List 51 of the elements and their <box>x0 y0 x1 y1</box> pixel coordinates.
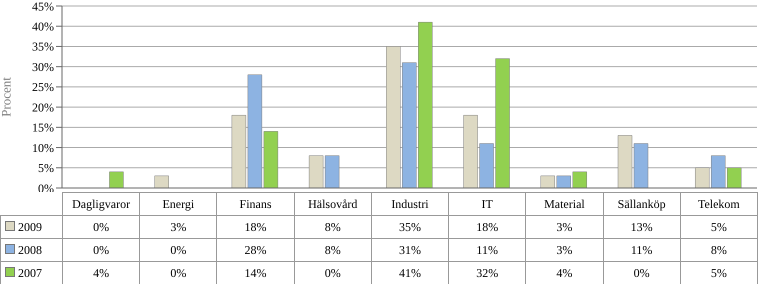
x-tick-label: Hälsovård <box>294 192 372 216</box>
data-label: 8% <box>294 216 372 238</box>
data-label: 31% <box>371 238 449 262</box>
x-tick-label: Industri <box>371 192 449 216</box>
y-tick-label: 10% <box>32 140 54 155</box>
data-label: 3% <box>140 216 217 238</box>
data-label: 14% <box>216 262 294 284</box>
data-label: 5% <box>680 262 758 284</box>
y-tick-label: 15% <box>32 120 54 135</box>
data-label: 8% <box>294 238 372 262</box>
data-label: 32% <box>448 262 526 284</box>
x-tick-label: Dagligvaror <box>62 192 140 216</box>
data-label: 4% <box>526 262 604 284</box>
data-label: 3% <box>526 216 604 238</box>
data-label: 3% <box>526 238 604 262</box>
data-label: 18% <box>216 216 294 238</box>
data-label: 28% <box>216 238 294 262</box>
data-label: 11% <box>603 238 680 262</box>
data-label: 8% <box>680 238 758 262</box>
bar <box>109 172 124 188</box>
data-label: 0% <box>603 262 680 284</box>
x-tick-label: Finans <box>216 192 294 216</box>
x-tick-label: IT <box>448 192 526 216</box>
legend-label: 2009 <box>0 216 62 238</box>
data-label: 5% <box>680 216 758 238</box>
data-label: 11% <box>448 238 526 262</box>
y-tick-label: 30% <box>32 60 54 74</box>
x-tick-label: Energi <box>140 192 217 216</box>
y-tick-label: 5% <box>38 161 54 176</box>
data-label: 18% <box>448 216 526 238</box>
y-tick-label: 40% <box>32 19 54 34</box>
y-tick-label: 20% <box>32 100 54 114</box>
y-axis-title: Procent <box>0 76 14 117</box>
data-label: 0% <box>62 216 140 238</box>
bar <box>154 176 169 188</box>
data-label: 0% <box>140 238 217 262</box>
x-tick-label: Telekom <box>680 192 758 216</box>
data-label: 35% <box>371 216 449 238</box>
data-label: 13% <box>603 216 680 238</box>
data-label: 0% <box>62 238 140 262</box>
data-label: 4% <box>62 262 140 284</box>
data-label: 0% <box>140 262 217 284</box>
x-tick-label: Sällanköp <box>603 192 680 216</box>
legend-label: 2008 <box>0 238 62 262</box>
legend-label: 2007 <box>0 262 62 284</box>
y-tick-label: 35% <box>32 40 54 54</box>
data-label: 41% <box>371 262 449 284</box>
x-tick-label: Material <box>526 192 604 216</box>
y-tick-label: 25% <box>32 80 54 94</box>
y-tick-label: 45% <box>32 0 54 14</box>
data-label: 0% <box>294 262 372 284</box>
